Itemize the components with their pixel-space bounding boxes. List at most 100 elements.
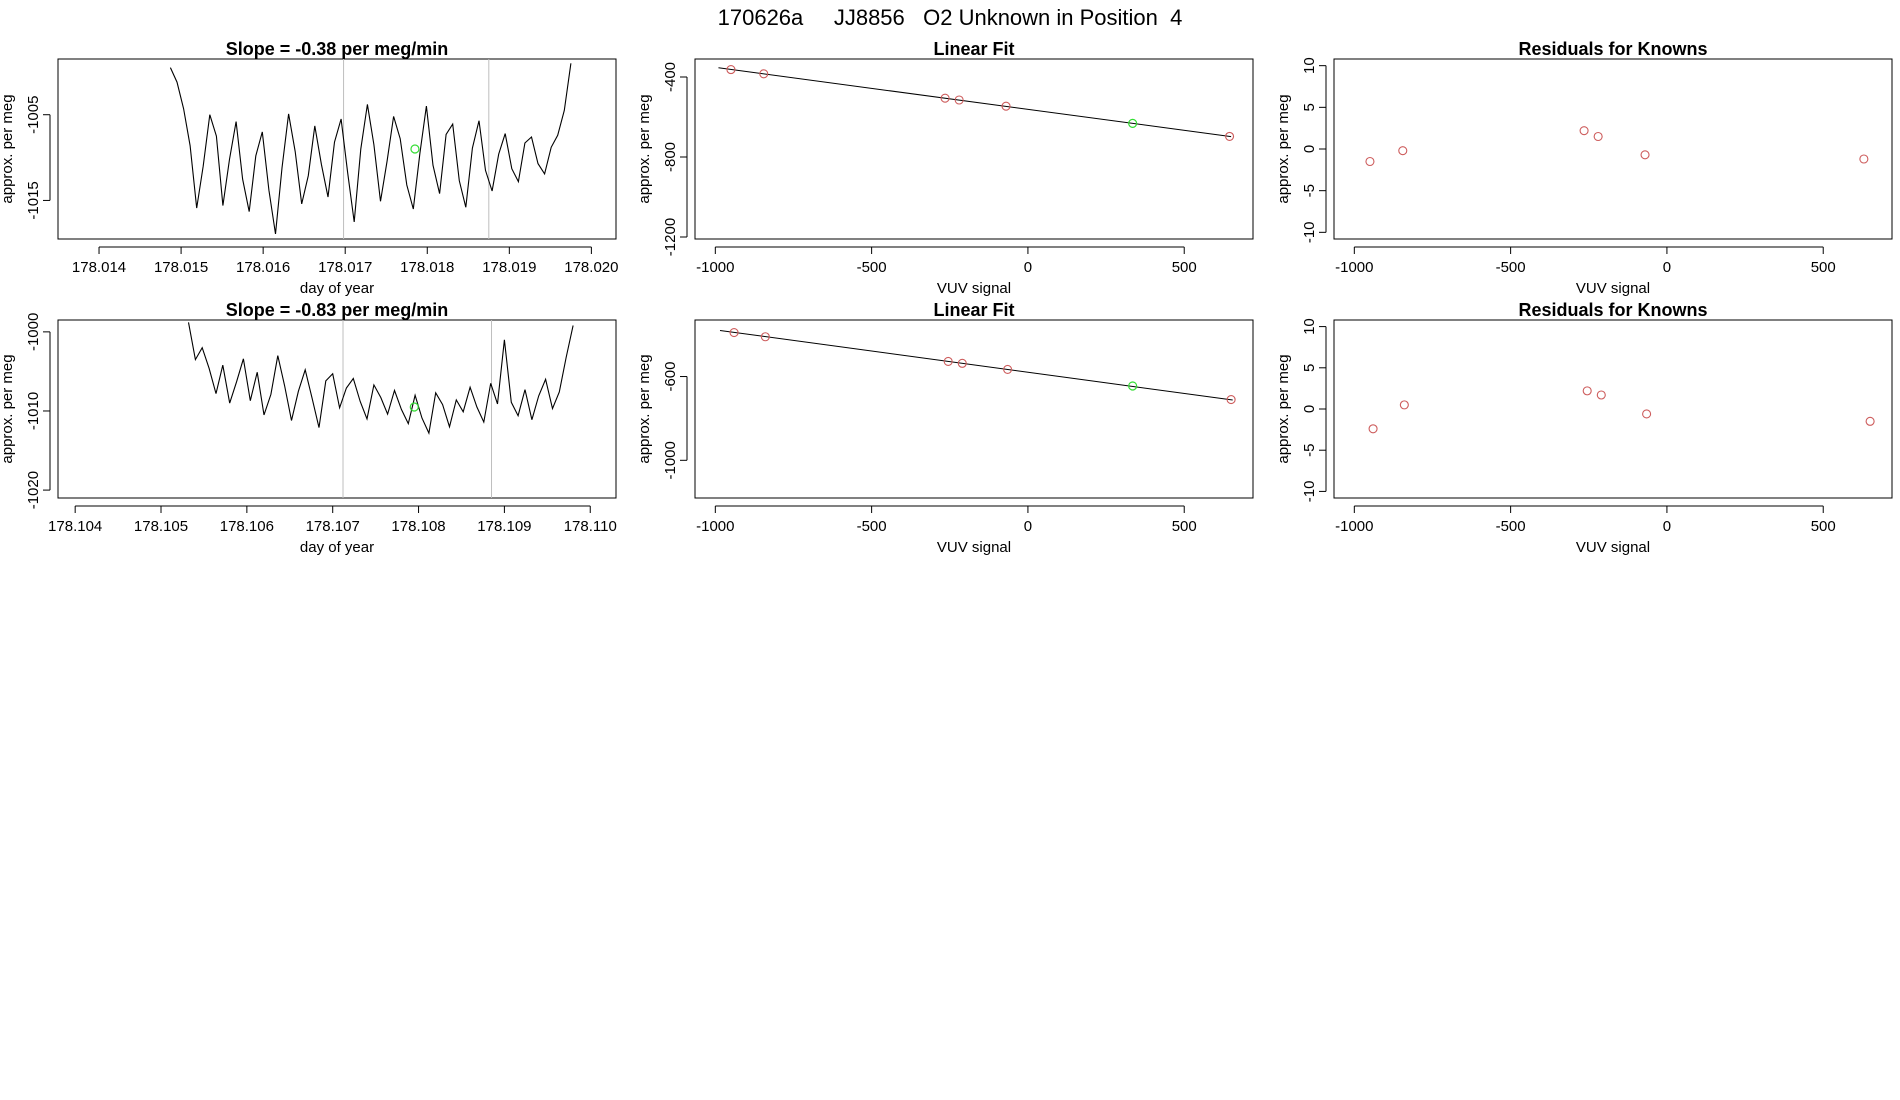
- x-axis-label: VUV signal: [937, 539, 1011, 556]
- known-point: [1365, 156, 1375, 167]
- y-tick-label: 0: [1301, 405, 1318, 413]
- y-tick-label: -5: [1301, 184, 1318, 197]
- x-tick-label: -1000: [1335, 259, 1373, 276]
- y-axis-label: approx. per meg: [1275, 94, 1292, 203]
- x-tick-label: 0: [1663, 518, 1671, 535]
- unknown-point: [1128, 381, 1138, 391]
- plot-area: [187, 320, 574, 498]
- plot-frame: [57, 58, 617, 240]
- y-tick-label: -1000: [25, 313, 42, 351]
- y-tick-label: 10: [1301, 57, 1318, 74]
- fit-line: [719, 329, 1233, 401]
- y-tick-label: -1005: [25, 96, 42, 134]
- figure-title: 170626a JJ8856 O2 Unknown in Position 4: [718, 5, 1183, 30]
- known-point: [943, 356, 953, 367]
- unknown-point: [409, 402, 419, 412]
- chart-panel-2: Linear Fit VUV signal approx. per meg -1000…: [636, 39, 1254, 297]
- known-point: [1642, 409, 1652, 419]
- y-axis-label: approx. per meg: [0, 354, 16, 463]
- chart-panel-4: Slope = -0.83 per meg/min day of year appr…: [0, 300, 617, 556]
- x-tick-label: -500: [1496, 518, 1526, 535]
- known-point: [729, 328, 739, 338]
- known-point: [954, 95, 964, 105]
- known-point: [1225, 131, 1235, 141]
- plot-area: [1365, 126, 1869, 167]
- panel-title: Slope = -0.38 per meg/min: [226, 39, 449, 59]
- y-axis-label: approx. per meg: [636, 354, 653, 463]
- y-tick-label: -600: [662, 362, 679, 392]
- plot-frame: [694, 319, 1254, 499]
- y-tick-label: -1200: [662, 218, 679, 256]
- y-tick-label: -1020: [25, 471, 42, 509]
- known-point: [1368, 424, 1378, 434]
- plot-frame: [1333, 319, 1893, 499]
- x-tick-label: 178.019: [482, 259, 536, 276]
- y-tick-label: -5: [1301, 444, 1318, 457]
- known-point: [726, 65, 736, 75]
- panel-title: Slope = -0.83 per meg/min: [226, 300, 449, 320]
- series-line: [187, 322, 574, 435]
- y-tick-label: -1010: [25, 392, 42, 430]
- known-point: [1593, 131, 1603, 142]
- known-point: [1640, 150, 1650, 160]
- y-tick-label: -10: [1301, 481, 1318, 503]
- plot-area: [719, 328, 1236, 405]
- x-tick-label: 178.106: [220, 518, 274, 535]
- x-tick-label: 178.107: [306, 518, 360, 535]
- known-point: [1579, 126, 1589, 136]
- y-axis-label: approx. per meg: [636, 94, 653, 203]
- known-point: [957, 358, 967, 368]
- y-tick-label: 5: [1301, 103, 1318, 111]
- known-point: [1859, 154, 1869, 164]
- panel-title: Residuals for Knowns: [1518, 39, 1707, 59]
- x-axis-label: VUV signal: [937, 280, 1011, 297]
- plot-area: [1368, 386, 1875, 434]
- unknown-point: [410, 144, 420, 154]
- known-point: [1596, 390, 1606, 400]
- chart-panel-3: Residuals for Knowns VUV signal approx. pe…: [1275, 39, 1893, 297]
- panel-title: Linear Fit: [933, 300, 1014, 320]
- known-point: [1001, 101, 1011, 111]
- x-tick-label: 178.105: [134, 518, 188, 535]
- chart-panel-1: Slope = -0.38 per meg/min day of year appr…: [0, 39, 618, 297]
- y-tick-label: 0: [1301, 145, 1318, 153]
- x-tick-label: -1000: [1335, 518, 1373, 535]
- plot-frame: [1333, 58, 1893, 240]
- known-point: [1003, 364, 1013, 374]
- x-tick-label: 178.016: [236, 259, 290, 276]
- known-point: [1399, 400, 1409, 410]
- known-point: [1398, 146, 1408, 156]
- x-tick-label: 500: [1811, 259, 1836, 276]
- y-tick-label: -1000: [662, 441, 679, 479]
- known-point: [1582, 386, 1592, 396]
- x-tick-label: -1000: [696, 518, 734, 535]
- y-tick-label: -10: [1301, 221, 1318, 243]
- x-axis-label: VUV signal: [1576, 280, 1650, 297]
- known-point: [759, 69, 769, 79]
- plot-area: [718, 65, 1235, 141]
- x-tick-label: 178.018: [400, 259, 454, 276]
- plot-frame: [57, 319, 617, 499]
- x-tick-label: -500: [857, 518, 887, 535]
- x-tick-label: -1000: [696, 259, 734, 276]
- x-axis-label: day of year: [300, 539, 374, 556]
- y-axis-label: approx. per meg: [0, 94, 16, 203]
- y-tick-label: -800: [662, 142, 679, 172]
- x-tick-label: 178.020: [564, 259, 618, 276]
- y-tick-label: 5: [1301, 364, 1318, 372]
- x-tick-label: -500: [1496, 259, 1526, 276]
- x-axis-label: VUV signal: [1576, 539, 1650, 556]
- x-tick-label: 178.108: [391, 518, 445, 535]
- known-point: [1226, 395, 1236, 405]
- y-tick-label: -400: [662, 62, 679, 92]
- x-tick-label: 0: [1024, 518, 1032, 535]
- x-tick-label: 178.015: [154, 259, 208, 276]
- y-tick-label: -1015: [25, 181, 42, 219]
- y-tick-label: 10: [1301, 318, 1318, 335]
- known-point: [760, 332, 770, 342]
- unknown-point: [1128, 118, 1138, 129]
- x-tick-label: 178.110: [564, 518, 617, 535]
- x-tick-label: 500: [1172, 259, 1197, 276]
- known-point: [1865, 416, 1875, 426]
- known-point: [940, 93, 950, 103]
